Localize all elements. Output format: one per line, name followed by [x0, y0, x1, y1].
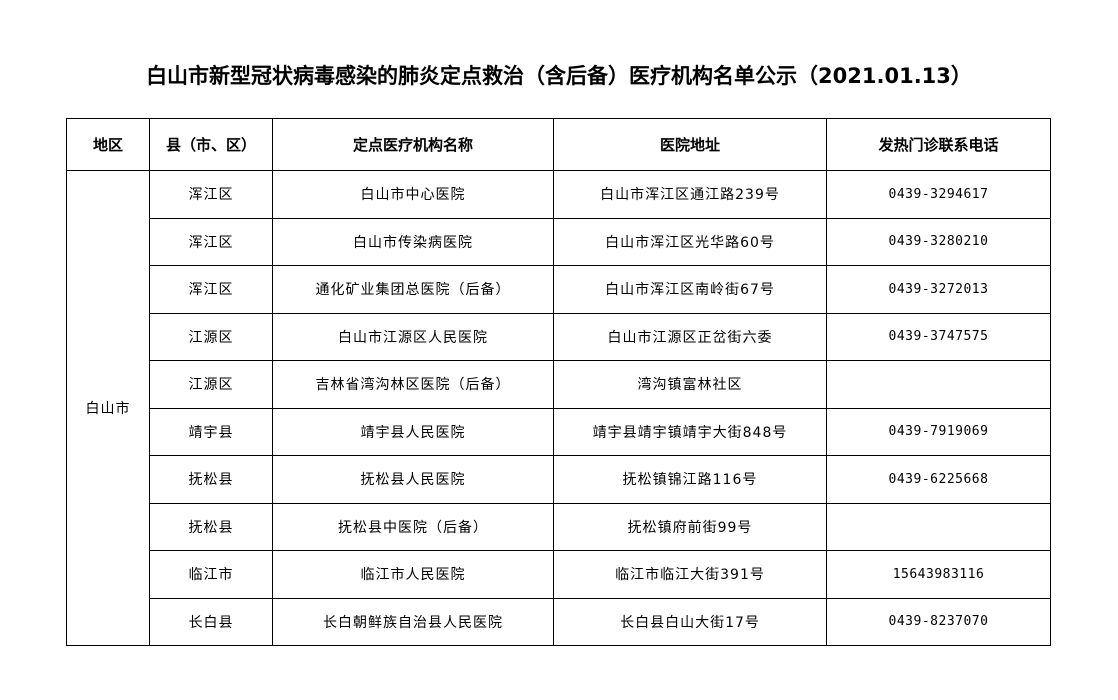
hospital-cell: 白山市江源区人民医院 — [272, 312, 554, 361]
county-cell: 靖宇县 — [149, 407, 273, 456]
table-row: 抚松县 抚松县中医院（后备） 抚松镇府前街99号 — [67, 502, 1051, 551]
phone-cell: 0439-7919069 — [826, 407, 1051, 456]
table-row: 白山市 浑江区 白山市中心医院 白山市浑江区通江路239号 0439-3294617 — [66, 170, 1051, 646]
address-cell: 湾沟镇富林社区 — [553, 360, 827, 409]
header-phone: 发热门诊联系电话 — [826, 118, 1051, 171]
table-row: 临江市 临江市人民医院 临江市临江大街391号 15643983116 — [67, 550, 1051, 599]
table-row: 浑江区 通化矿业集团总医院（后备） 白山市浑江区南岭街67号 0439-3272013 — [67, 265, 1051, 314]
hospital-table: 地区 县（市、区） 定点医疗机构名称 医院地址 发热门诊联系电话 白山市 浑江区白… — [66, 118, 1051, 646]
county-cell: 江源区 — [149, 312, 273, 361]
address-cell: 靖宇县靖宇镇靖宇大街848号 — [553, 407, 827, 456]
hospital-cell: 长白朝鲜族自治县人民医院 — [272, 597, 554, 646]
county-cell: 长白县 — [149, 597, 273, 646]
county-cell: 浑江区 — [149, 170, 273, 219]
phone-cell: 0439-3294617 — [826, 170, 1051, 219]
county-cell: 浑江区 — [149, 265, 273, 314]
phone-cell — [826, 502, 1051, 551]
address-cell: 白山市浑江区通江路239号 — [553, 170, 827, 219]
header-hospital: 定点医疗机构名称 — [272, 118, 554, 171]
table-row: 抚松县 抚松县人民医院 抚松镇锦江路116号 0439-6225668 — [67, 455, 1051, 504]
county-cell: 临江市 — [149, 550, 273, 599]
table-row: 长白县 长白朝鲜族自治县人民医院 长白县白山大街17号 0439-8237070 — [67, 597, 1051, 646]
phone-cell: 0439-6225668 — [826, 455, 1051, 504]
phone-cell: 0439-3272013 — [826, 265, 1051, 314]
address-cell: 抚松镇锦江路116号 — [553, 455, 827, 504]
header-address: 医院地址 — [553, 118, 827, 171]
phone-cell — [826, 360, 1051, 409]
address-cell: 白山市浑江区南岭街67号 — [553, 265, 827, 314]
county-cell: 抚松县 — [149, 455, 273, 504]
header-county: 县（市、区） — [149, 118, 273, 171]
hospital-cell: 抚松县人民医院 — [272, 455, 554, 504]
table-row: 江源区 吉林省湾沟林区医院（后备） 湾沟镇富林社区 — [67, 360, 1051, 409]
address-cell: 临江市临江大街391号 — [553, 550, 827, 599]
hospital-cell: 白山市中心医院 — [272, 170, 554, 219]
table-row: 江源区 白山市江源区人民医院 白山市江源区正岔街六委 0439-3747575 — [67, 312, 1051, 361]
header-region: 地区 — [66, 118, 150, 171]
address-cell: 抚松镇府前街99号 — [553, 502, 827, 551]
hospital-cell: 吉林省湾沟林区医院（后备） — [272, 360, 554, 409]
phone-cell: 0439-8237070 — [826, 597, 1051, 646]
hospital-cell: 白山市传染病医院 — [272, 217, 554, 266]
county-cell: 浑江区 — [149, 217, 273, 266]
phone-cell: 0439-3747575 — [826, 312, 1051, 361]
phone-cell: 15643983116 — [826, 550, 1051, 599]
hospital-cell: 靖宇县人民医院 — [272, 407, 554, 456]
table-row: 浑江区 白山市传染病医院 白山市浑江区光华路60号 0439-3280210 — [67, 217, 1051, 266]
address-cell: 白山市江源区正岔街六委 — [553, 312, 827, 361]
hospital-cell: 通化矿业集团总医院（后备） — [272, 265, 554, 314]
address-cell: 长白县白山大街17号 — [553, 597, 827, 646]
phone-cell: 0439-3280210 — [826, 217, 1051, 266]
region-cell: 白山市 — [66, 170, 150, 646]
table-header-row: 地区 县（市、区） 定点医疗机构名称 医院地址 发热门诊联系电话 — [66, 118, 1051, 171]
table-row: 靖宇县 靖宇县人民医院 靖宇县靖宇镇靖宇大街848号 0439-7919069 — [67, 407, 1051, 456]
county-cell: 江源区 — [149, 360, 273, 409]
page-title: 白山市新型冠状病毒感染的肺炎定点救治（含后备）医疗机构名单公示（2021.01.… — [146, 64, 972, 88]
hospital-cell: 临江市人民医院 — [272, 550, 554, 599]
hospital-cell: 抚松县中医院（后备） — [272, 502, 554, 551]
county-cell: 抚松县 — [149, 502, 273, 551]
address-cell: 白山市浑江区光华路60号 — [553, 217, 827, 266]
